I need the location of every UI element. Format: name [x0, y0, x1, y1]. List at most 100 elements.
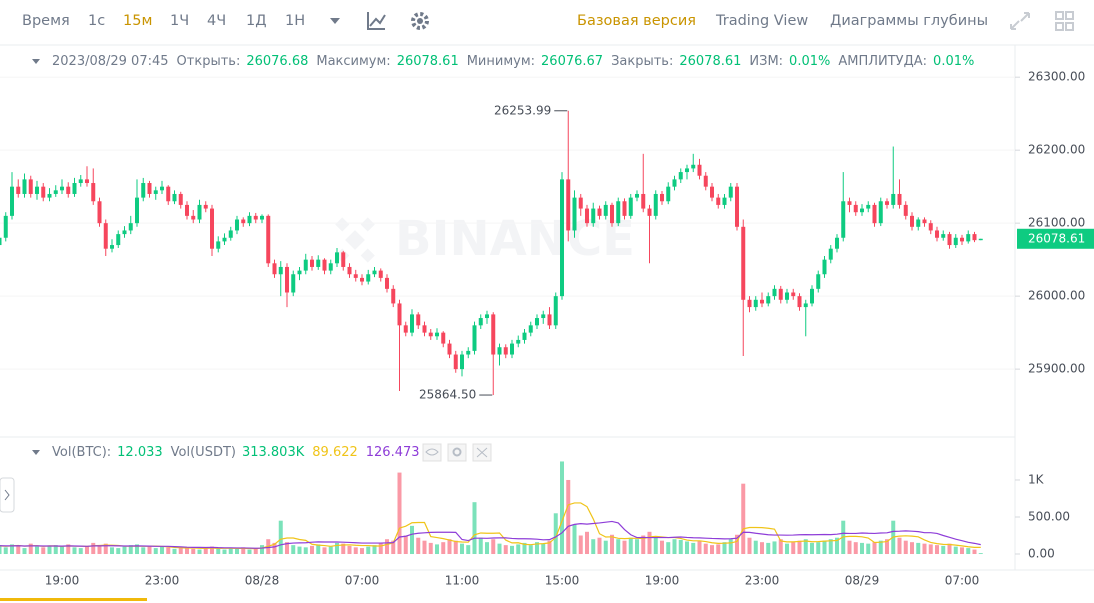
candle-body [128, 223, 133, 231]
volume-bar [628, 537, 633, 555]
volume-bar [928, 544, 933, 555]
candle-body [628, 197, 633, 216]
volume-bar [847, 540, 852, 555]
candle-body [447, 343, 452, 355]
candle-body [610, 204, 614, 224]
volume-bar [241, 547, 246, 555]
view-tab[interactable]: Базовая версия [577, 13, 696, 29]
volume-bar [228, 548, 233, 555]
volume-bar [28, 543, 33, 555]
volume-legend-toggle[interactable] [32, 450, 40, 455]
volume-bar [522, 542, 527, 555]
x-tick-label: 07:00 [345, 574, 380, 588]
volume-bar [203, 548, 208, 555]
hide-button[interactable] [422, 443, 442, 462]
candle-body [741, 226, 746, 300]
candle-body [778, 288, 783, 300]
candle-body [522, 332, 527, 340]
volume-bar [810, 542, 814, 555]
volume-bar [3, 547, 8, 555]
volume-bar [453, 540, 458, 555]
interval-button[interactable]: 1с [88, 13, 105, 29]
settings-button[interactable] [447, 443, 467, 462]
volume-bar [153, 548, 158, 555]
candle-body [428, 332, 433, 337]
volume-bar [166, 547, 171, 555]
volume-bar [797, 540, 802, 555]
candle-body [147, 183, 152, 194]
volume-bar [391, 540, 396, 555]
interval-button[interactable]: 4Ч [207, 13, 226, 29]
volume-bar [541, 543, 546, 555]
legend-value: 0.01% [789, 54, 830, 69]
view-tab[interactable]: Trading View [715, 13, 808, 29]
volume-bar [235, 548, 239, 555]
volume-bar [485, 542, 489, 555]
volume-bar [822, 540, 827, 555]
indicator-icon[interactable] [367, 12, 386, 30]
volume-bar [641, 535, 646, 555]
volume-bar [816, 542, 821, 555]
candle-body [553, 296, 558, 326]
candle-body [403, 325, 408, 333]
candle-body [672, 179, 677, 187]
x-tick-label: 15:00 [545, 574, 580, 588]
fullscreen-icon[interactable] [1010, 12, 1030, 30]
volume-bar [766, 542, 771, 555]
candle-body [747, 299, 752, 308]
candle-body [878, 201, 883, 224]
volume-bar [197, 549, 202, 555]
volume-bar [503, 545, 508, 555]
volume-bar [753, 540, 758, 555]
candle-body [797, 296, 802, 308]
legend-toggle[interactable] [32, 59, 40, 64]
ma-legend-value: 89.622 [312, 445, 358, 460]
interval-button[interactable]: 1Д [246, 13, 267, 29]
volume-bar [603, 540, 608, 555]
time-button[interactable]: Время [22, 13, 70, 29]
volume-bar [791, 542, 796, 555]
candle-body [310, 259, 314, 267]
interval-button[interactable]: 15м [123, 13, 152, 29]
candle-body [935, 230, 939, 238]
candle-body [278, 266, 283, 275]
volume-bar [335, 542, 339, 555]
candle-body [153, 190, 158, 194]
more-intervals[interactable] [330, 18, 340, 24]
volume-bar [472, 502, 477, 555]
candle-body [253, 215, 258, 220]
volume-bar [960, 547, 964, 555]
volume-bar [691, 542, 696, 555]
candle-body [110, 245, 114, 249]
candle-body [28, 179, 33, 194]
volume-bar [510, 545, 514, 555]
candle-body [72, 183, 77, 194]
settings-icon[interactable] [411, 12, 429, 30]
interval-button[interactable]: 1Ч [170, 13, 189, 29]
volume-bar [60, 546, 64, 555]
candle-body [603, 204, 608, 216]
view-tab[interactable]: Диаграммы глубины [830, 13, 988, 29]
volume-bar [22, 548, 27, 555]
volume-bar [597, 537, 602, 555]
candle-body [847, 201, 852, 205]
volume-bar [91, 542, 96, 555]
volume-bar [397, 472, 402, 555]
candle-body [891, 193, 896, 205]
candle-body [185, 204, 189, 216]
candle-body [53, 190, 58, 194]
volume-bar [210, 546, 214, 555]
volume-bar [941, 545, 946, 555]
volume-bar [322, 547, 327, 555]
side-tab[interactable] [0, 477, 15, 513]
volume-bar [347, 545, 352, 555]
interval-button[interactable]: 1Н [285, 13, 305, 29]
candle-body [16, 186, 21, 194]
candle-body [91, 183, 96, 202]
candle-body [641, 193, 646, 209]
candle-body [78, 179, 83, 184]
layout-icon[interactable] [1055, 11, 1074, 31]
candle-body [722, 197, 727, 205]
candle-body [460, 354, 464, 370]
candle-body [416, 314, 421, 326]
